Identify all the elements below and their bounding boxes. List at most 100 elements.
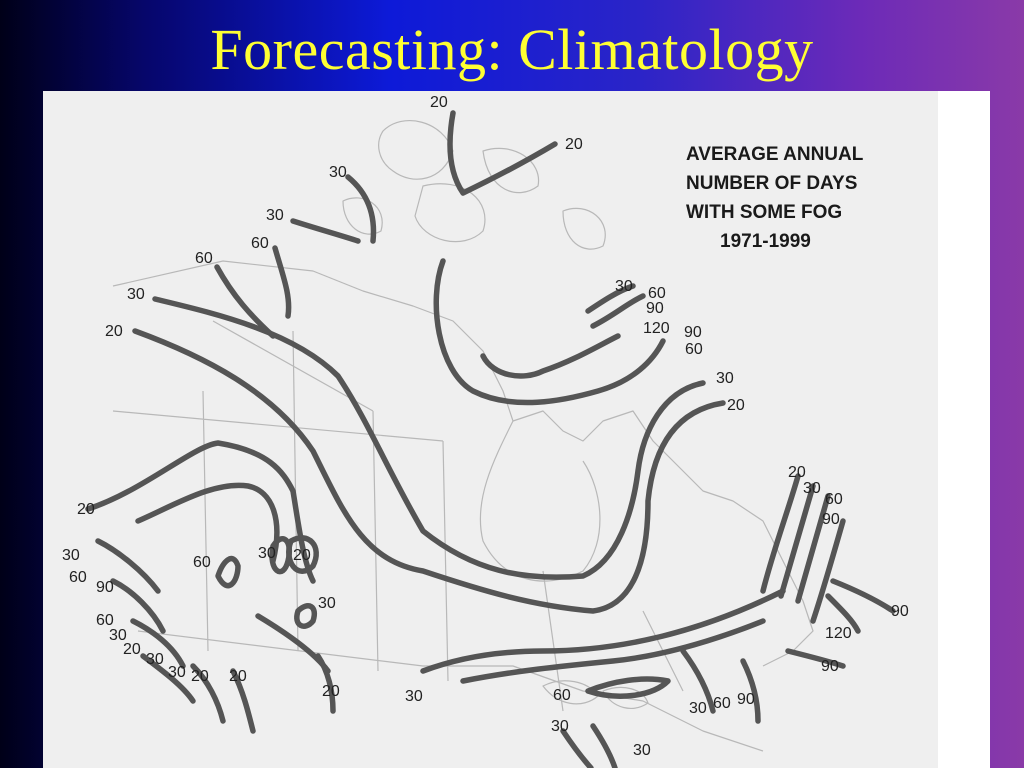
isoline-label: 60 xyxy=(825,491,843,508)
arctic-islands xyxy=(342,120,606,250)
map-edge-strip xyxy=(938,91,990,768)
isoline-label: 30 xyxy=(405,688,423,705)
isoline-hudson-90 xyxy=(480,333,621,379)
isoline-south-60 xyxy=(95,538,161,594)
isoline-label: 30 xyxy=(62,547,80,564)
map-title-line: NUMBER OF DAYS xyxy=(686,173,857,194)
isoline-maritime-90 xyxy=(740,658,761,724)
isoline-south-tip-30 xyxy=(560,728,594,768)
isoline-label: 60 xyxy=(553,687,571,704)
isoline-label: 60 xyxy=(685,341,703,358)
isoline-label: 30 xyxy=(803,480,821,497)
isoline-label: 90 xyxy=(821,658,839,675)
isoline-south-30-b xyxy=(190,663,226,724)
isoline-interior-30-b xyxy=(294,603,317,629)
isoline-label: 60 xyxy=(195,250,213,267)
isoline-label: 90 xyxy=(684,324,702,341)
isoline-hudson-60 xyxy=(585,283,636,314)
isoline-label: 120 xyxy=(643,320,670,337)
isoline-label: 90 xyxy=(646,300,664,317)
isoline-south-20 xyxy=(135,482,280,564)
isoline-label: 20 xyxy=(322,683,340,700)
isoline-labels: 20 20 30 30 60 60 30 20 30 60 90 120 90 … xyxy=(62,94,909,759)
isoline-north-30-b xyxy=(290,218,361,244)
isoline-label: 30 xyxy=(615,278,633,295)
isoline-atlantic-30 xyxy=(778,483,816,599)
isoline-atlantic-90-c xyxy=(785,648,846,669)
isoline-label: 20 xyxy=(293,547,311,564)
isoline-south-90-b xyxy=(130,618,186,669)
isoline-east-30 xyxy=(420,588,786,674)
isoline-label: 60 xyxy=(69,569,87,586)
isoline-north-20 xyxy=(447,110,558,196)
isoline-ontario-30 xyxy=(255,613,331,674)
isoline-south-tip-30-b xyxy=(590,723,618,768)
map-title-line: WITH SOME FOG xyxy=(686,202,842,223)
isoline-hudson-30 xyxy=(590,293,646,329)
isoline-label: 20 xyxy=(105,323,123,340)
isoline-north-60 xyxy=(272,245,292,319)
isoline-north-30 xyxy=(345,174,377,244)
isoline-label: 60 xyxy=(648,285,666,302)
isoline-label: 30 xyxy=(258,545,276,562)
isoline-maritime-60 xyxy=(585,676,671,699)
isoline-label: 60 xyxy=(713,695,731,712)
isoline-west-30 xyxy=(152,296,706,580)
isoline-label: 30 xyxy=(689,700,707,717)
isoline-label: 20 xyxy=(191,668,209,685)
isoline-hudson-120 xyxy=(433,258,666,406)
us-border xyxy=(137,630,764,752)
map-title-block: AVERAGE ANNUAL NUMBER OF DAYS WITH SOME … xyxy=(686,144,864,252)
isoline-south-90 xyxy=(110,578,166,634)
mainland-coast xyxy=(112,260,814,667)
fog-isolines xyxy=(85,110,896,768)
isoline-label: 60 xyxy=(251,235,269,252)
isoline-label: 20 xyxy=(788,464,806,481)
isoline-label: 30 xyxy=(716,370,734,387)
isoline-south-20-b xyxy=(230,668,256,734)
isoline-label: 30 xyxy=(266,207,284,224)
isoline-south-60-b xyxy=(140,653,196,704)
map-title-line: 1971-1999 xyxy=(720,231,811,252)
isoline-label: 90 xyxy=(737,691,755,708)
map-title-line: AVERAGE ANNUAL xyxy=(686,144,864,165)
hudson-bay xyxy=(479,420,601,582)
isoline-ontario-20 xyxy=(315,653,336,714)
canada-fog-map-svg: 20 20 30 30 60 60 30 20 30 60 90 120 90 … xyxy=(62,94,909,768)
isoline-label: 30 xyxy=(329,164,347,181)
fog-map: 20 20 30 30 60 60 30 20 30 60 90 120 90 … xyxy=(43,91,990,768)
isoline-label: 90 xyxy=(822,511,840,528)
isoline-atlantic-20 xyxy=(760,473,801,594)
isoline-label: 20 xyxy=(727,397,745,414)
isoline-atlantic-90 xyxy=(810,518,846,624)
slide-title: Forecasting: Climatology xyxy=(210,17,814,82)
isoline-label: 90 xyxy=(96,579,114,596)
isoline-label: 90 xyxy=(891,603,909,620)
isoline-south-30 xyxy=(85,440,316,584)
isoline-atlantic-60 xyxy=(795,493,831,604)
province-borders xyxy=(112,320,684,712)
isoline-label: 120 xyxy=(825,625,852,642)
isoline-label: 30 xyxy=(127,286,145,303)
isoline-east-20 xyxy=(460,618,766,684)
isoline-label: 30 xyxy=(168,664,186,681)
isoline-label: 20 xyxy=(229,668,247,685)
isoline-label: 30 xyxy=(633,742,651,759)
isoline-label: 20 xyxy=(565,136,583,153)
isoline-interior-20 xyxy=(286,535,319,574)
isoline-atlantic-120 xyxy=(825,593,861,634)
isoline-interior-60 xyxy=(215,555,241,589)
isoline-label: 30 xyxy=(551,718,569,735)
isoline-label: 60 xyxy=(193,554,211,571)
isoline-label: 20 xyxy=(123,641,141,658)
isoline-west-20 xyxy=(132,328,726,614)
isoline-label: 20 xyxy=(430,94,448,111)
isoline-label: 20 xyxy=(77,501,95,518)
isoline-label: 30 xyxy=(146,651,164,668)
isoline-label: 60 xyxy=(96,612,114,629)
isoline-atlantic-90-b xyxy=(830,578,896,614)
isoline-label: 30 xyxy=(109,627,127,644)
isoline-maritime-30 xyxy=(680,648,716,714)
isoline-label: 30 xyxy=(318,595,336,612)
geographic-boundaries xyxy=(112,120,814,752)
